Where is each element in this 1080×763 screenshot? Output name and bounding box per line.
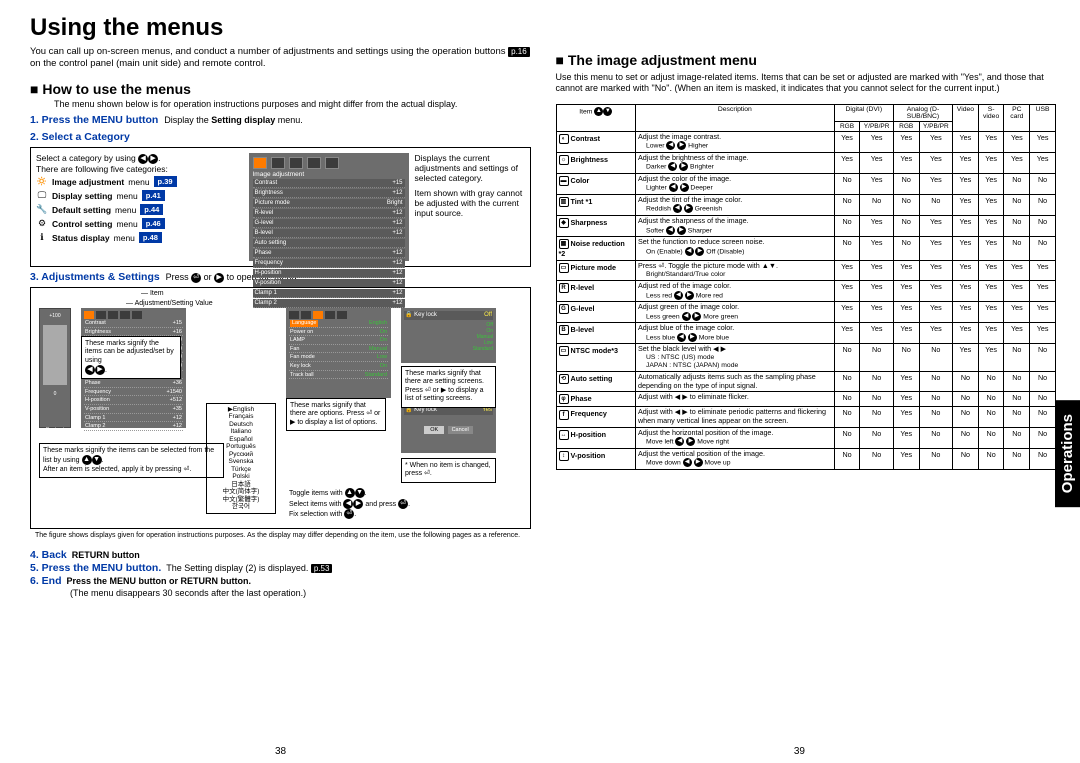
page-ref-16: p.16 [508,47,530,57]
adjustments-box: — Item — Adjustment/Setting Value +1000C… [30,287,531,529]
category-row: 🔅Image adjustment menu p.39 [36,176,243,188]
note-noitem: * When no item is changed, press ⏎. [401,458,496,483]
table-row: RR-levelAdjust red of the image color.Le… [556,280,1056,301]
osd-screenshot-5: 🔒 Key lockYes OK Cancel [401,403,496,453]
page-number-left: 38 [275,746,286,757]
note-settings: These marks signify that there are setti… [401,366,496,408]
category-row: 🖵Display setting menu p.41 [36,190,243,202]
step-1: 1. Press the MENU button Display the Set… [30,114,531,126]
page-title: Using the menus [30,14,531,42]
table-row: ▬ColorAdjust the color of the image.Ligh… [556,173,1056,194]
right-intro: Use this menu to set or adjust image-rel… [556,72,1057,95]
page-number-right: 39 [794,746,805,757]
osd-screenshot-3: LanguageEnglishPower onOnLAMPOnFanManual… [286,308,391,398]
table-row: ▭NTSC mode*3Set the black level with ◀ ▶… [556,344,1056,372]
table-row: fFrequencyAdjust with ◀ ▶ to eliminate p… [556,407,1056,427]
right-page: ■ The image adjustment menu Use this men… [556,14,1057,755]
table-row: ↕V-positionAdjust the vertical position … [556,448,1056,469]
heading-image-adj: ■ The image adjustment menu [556,52,1057,68]
osd-screenshot-1: Image adjustment Contrast+15Brightness+1… [249,153,409,261]
heading-how-to: ■ How to use the menus [30,81,531,97]
table-row: ▭Picture modePress ⏎. Toggle the picture… [556,261,1056,281]
table-row: ▦Noise reduction *2Set the function to r… [556,236,1056,260]
table-row: ↔H-positionAdjust the horizontal positio… [556,427,1056,448]
table-row: ⟲Auto settingAutomatically adjusts items… [556,372,1056,392]
note-options: These marks signify that there are optio… [286,398,386,431]
table-row: φPhaseAdjust with ◀ ▶ to eliminate flick… [556,392,1056,407]
category-desc: Displays the current adjustments and set… [415,153,525,261]
table-row: ◐ContrastAdjust the image contrast.Lower… [556,131,1056,152]
note-list: These marks signify the items can be sel… [39,443,224,478]
step-2: 2. Select a Category [30,131,531,143]
osd-screenshot-4: 🔒 Key lockOff OffOnManualLowStandard [401,308,496,363]
category-box: Select a category by using ◀▶. There are… [30,147,531,267]
section-tab-operations: Operations [1055,400,1080,507]
left-page: Using the menus You can call up on-scree… [30,14,531,755]
table-row: ◆SharpnessAdjust the sharpness of the im… [556,215,1056,236]
table-row: BB-levelAdjust blue of the image color.L… [556,323,1056,344]
table-row: ☼BrightnessAdjust the brightness of the … [556,152,1056,173]
category-row: 🔧Default setting menu p.44 [36,204,243,216]
category-row: ℹStatus display menu p.48 [36,232,243,244]
note-updown: These marks signify the items can be adj… [81,336,181,379]
toggle-instructions: Toggle items with ▲▼. Select items with … [289,488,410,520]
intro-text: You can call up on-screen menus, and con… [30,46,531,70]
adjustment-table: Item ▲▼ Description Digital (DVI) Analog… [556,104,1057,470]
bottom-steps: 4. Back RETURN button 5. Press the MENU … [30,548,531,599]
figure-description: The figure shows displays given for oper… [35,532,526,540]
table-row: GG-levelAdjust green of the image color.… [556,301,1056,322]
table-row: ▥Tint *1Adjust the tint of the image col… [556,194,1056,215]
language-list: ▶EnglishFrançaisDeutschItalianoEspañolPo… [206,403,276,514]
category-row: ⚙Control setting menu p.46 [36,218,243,230]
subhead: The menu shown below is for operation in… [54,99,531,110]
